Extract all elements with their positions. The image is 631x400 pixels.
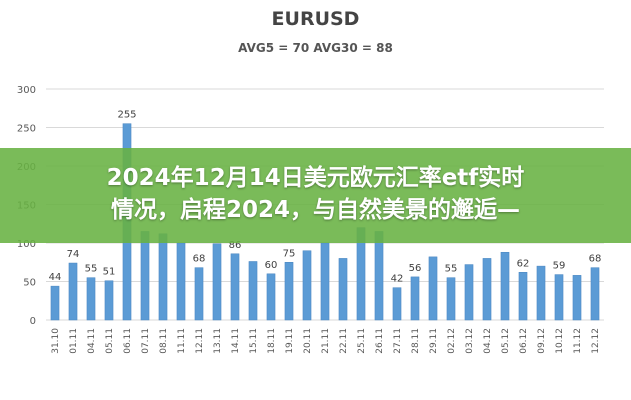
x-tick-label: 04.12 bbox=[483, 328, 493, 354]
x-tick-label: 19.11 bbox=[285, 328, 295, 354]
bar bbox=[464, 264, 474, 321]
bar bbox=[230, 253, 240, 321]
x-tick-label: 05.11 bbox=[105, 328, 115, 354]
bar bbox=[338, 258, 348, 321]
y-tick-label: 0 bbox=[30, 316, 36, 327]
data-label: 55 bbox=[445, 264, 458, 275]
bar bbox=[320, 242, 330, 321]
bar bbox=[410, 276, 420, 321]
x-tick-label: 28.11 bbox=[411, 328, 421, 354]
x-tick-label: 20.11 bbox=[303, 328, 313, 354]
bar bbox=[536, 265, 546, 321]
bar bbox=[248, 261, 258, 321]
y-tick-label: 250 bbox=[17, 124, 36, 135]
data-label: 62 bbox=[517, 258, 530, 269]
x-tick-label: 31.10 bbox=[51, 328, 61, 354]
data-label: 86 bbox=[229, 240, 242, 251]
bar bbox=[158, 233, 168, 321]
x-tick-label: 06.12 bbox=[519, 328, 529, 354]
x-tick-label: 04.11 bbox=[87, 328, 97, 354]
bars bbox=[50, 123, 600, 321]
x-tick-label: 10.12 bbox=[555, 328, 565, 354]
x-tick-label: 08.11 bbox=[159, 328, 169, 354]
x-tick-label: 07.11 bbox=[141, 328, 151, 354]
data-label: 56 bbox=[409, 263, 422, 274]
x-tick-label: 01.11 bbox=[69, 328, 79, 354]
x-tick-label: 22.11 bbox=[339, 328, 349, 354]
x-tick-label: 21.11 bbox=[321, 328, 331, 354]
bar bbox=[140, 231, 150, 321]
x-tick-label: 06.11 bbox=[123, 328, 133, 354]
x-tick-label: 13.11 bbox=[213, 328, 223, 354]
headline-banner: 2024年12月14日美元欧元汇率etf实时 情况，启程2024，与自然美景的邂… bbox=[0, 148, 631, 243]
x-tick-label: 12.11 bbox=[195, 328, 205, 354]
bar bbox=[194, 267, 204, 321]
y-tick-label: 300 bbox=[17, 85, 36, 96]
data-label: 51 bbox=[103, 267, 116, 278]
gridlines bbox=[46, 88, 604, 321]
x-tick-label: 11.12 bbox=[573, 328, 583, 354]
bar bbox=[518, 272, 528, 321]
bar bbox=[374, 231, 384, 321]
x-tick-label: 29.11 bbox=[429, 328, 439, 354]
bar bbox=[86, 277, 96, 321]
data-label: 59 bbox=[553, 261, 566, 272]
bar bbox=[590, 267, 600, 321]
bar bbox=[500, 251, 510, 321]
data-label: 255 bbox=[117, 110, 136, 121]
bar bbox=[572, 275, 582, 321]
bar bbox=[428, 256, 438, 321]
data-label: 75 bbox=[283, 248, 296, 259]
bar bbox=[446, 277, 456, 321]
data-label: 68 bbox=[589, 254, 602, 265]
x-tick-label: 18.11 bbox=[267, 328, 277, 354]
bar bbox=[284, 262, 294, 321]
bar bbox=[176, 242, 186, 321]
x-tick-label: 02.12 bbox=[447, 328, 457, 354]
bar bbox=[68, 262, 78, 321]
bar bbox=[482, 258, 492, 321]
x-tick-label: 14.11 bbox=[231, 328, 241, 354]
bar bbox=[554, 274, 564, 321]
y-tick-label: 100 bbox=[17, 239, 36, 250]
x-tick-label: 27.11 bbox=[393, 328, 403, 354]
bar bbox=[392, 287, 402, 321]
headline-text: 2024年12月14日美元欧元汇率etf实时 情况，启程2024，与自然美景的邂… bbox=[106, 165, 525, 223]
x-tick-label: 05.12 bbox=[501, 328, 511, 354]
chart-title: EURUSD bbox=[271, 8, 360, 30]
data-label: 44 bbox=[49, 272, 62, 283]
bar bbox=[302, 250, 312, 321]
y-tick-label: 50 bbox=[23, 278, 36, 289]
data-label: 60 bbox=[265, 260, 278, 271]
bar bbox=[212, 243, 222, 321]
x-tick-label: 03.12 bbox=[465, 328, 475, 354]
x-tick-label: 09.12 bbox=[537, 328, 547, 354]
bar bbox=[104, 280, 114, 321]
x-tick-label: 26.11 bbox=[375, 328, 385, 354]
data-label: 55 bbox=[85, 264, 98, 275]
bar bbox=[50, 285, 60, 321]
x-tick-label: 15.11 bbox=[249, 328, 259, 354]
x-tick-label: 25.11 bbox=[357, 328, 367, 354]
x-tick-label: 11.11 bbox=[177, 328, 187, 354]
x-axis-ticks: 31.10 01.11 04.11 05.11 06.11 07.11 08.11 11.11… bbox=[51, 328, 601, 354]
x-tick-label: 12.12 bbox=[591, 328, 601, 354]
data-label: 68 bbox=[193, 254, 206, 265]
data-label: 74 bbox=[67, 249, 80, 260]
chart-subtitle: AVG5 = 70 AVG30 = 88 bbox=[238, 41, 393, 55]
data-labels: 44 74 55 51 255 68 86 60 75 42 56 55 62 59 68 bbox=[49, 110, 602, 285]
data-label: 42 bbox=[391, 274, 404, 285]
bar bbox=[266, 273, 276, 321]
